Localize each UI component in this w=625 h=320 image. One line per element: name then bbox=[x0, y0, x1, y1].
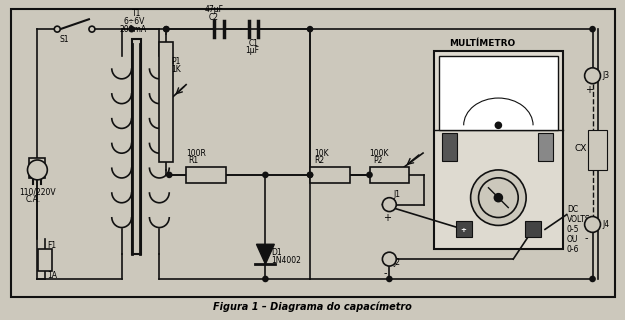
Text: 200mA: 200mA bbox=[120, 25, 147, 34]
Text: J4: J4 bbox=[602, 220, 609, 229]
Text: 110/220V: 110/220V bbox=[19, 187, 56, 196]
Bar bbox=[132, 39, 141, 254]
Text: CX: CX bbox=[575, 144, 587, 153]
Text: 10K: 10K bbox=[314, 148, 329, 157]
Text: 6÷6V: 6÷6V bbox=[124, 17, 145, 26]
Circle shape bbox=[308, 27, 312, 32]
Text: P2: P2 bbox=[374, 156, 383, 165]
Circle shape bbox=[590, 27, 595, 32]
Text: P1: P1 bbox=[171, 57, 181, 66]
Bar bbox=[29, 158, 46, 178]
Text: VOLTS: VOLTS bbox=[567, 215, 591, 224]
Circle shape bbox=[584, 68, 601, 84]
Bar bbox=[434, 51, 562, 249]
Circle shape bbox=[479, 178, 518, 218]
Text: 1N4002: 1N4002 bbox=[271, 256, 301, 265]
Circle shape bbox=[263, 172, 268, 177]
Circle shape bbox=[129, 27, 134, 32]
Circle shape bbox=[89, 26, 95, 32]
Bar bbox=[456, 221, 472, 237]
Text: R2: R2 bbox=[314, 156, 324, 165]
Text: 100R: 100R bbox=[186, 148, 206, 157]
Circle shape bbox=[382, 252, 396, 266]
Text: 1A: 1A bbox=[48, 271, 58, 281]
Text: +: + bbox=[461, 228, 467, 233]
Text: C2: C2 bbox=[209, 13, 219, 22]
Text: DC: DC bbox=[567, 205, 578, 214]
Text: +: + bbox=[383, 213, 391, 223]
Text: R1: R1 bbox=[188, 156, 198, 165]
Text: -: - bbox=[383, 268, 387, 278]
Text: 100K: 100K bbox=[369, 148, 389, 157]
Text: +: + bbox=[584, 84, 592, 95]
Text: 47μF: 47μF bbox=[205, 5, 224, 14]
Text: Figura 1 – Diagrama do capacímetro: Figura 1 – Diagrama do capacímetro bbox=[213, 301, 411, 312]
Circle shape bbox=[54, 26, 60, 32]
Text: J1: J1 bbox=[393, 190, 400, 199]
Bar bbox=[525, 221, 541, 237]
Circle shape bbox=[382, 198, 396, 212]
Text: -: - bbox=[584, 233, 588, 243]
Bar bbox=[442, 133, 457, 161]
Polygon shape bbox=[256, 244, 274, 264]
Circle shape bbox=[496, 122, 501, 128]
Bar bbox=[310, 167, 349, 183]
Circle shape bbox=[471, 170, 526, 225]
Text: OU: OU bbox=[567, 235, 578, 244]
Bar bbox=[369, 167, 409, 183]
Text: 1μF: 1μF bbox=[246, 46, 259, 55]
Bar bbox=[38, 249, 52, 271]
Text: F1: F1 bbox=[48, 241, 56, 250]
Bar bbox=[186, 167, 226, 183]
Circle shape bbox=[584, 217, 601, 232]
Text: T1: T1 bbox=[132, 9, 141, 18]
Circle shape bbox=[590, 276, 595, 281]
Circle shape bbox=[308, 172, 312, 177]
Circle shape bbox=[167, 172, 172, 177]
Bar bbox=[588, 130, 608, 170]
Bar bbox=[538, 133, 553, 161]
Circle shape bbox=[263, 276, 268, 281]
Text: C.A.: C.A. bbox=[26, 195, 41, 204]
Circle shape bbox=[494, 194, 502, 202]
Text: C1: C1 bbox=[249, 38, 259, 48]
Circle shape bbox=[28, 160, 48, 180]
Bar bbox=[439, 56, 558, 130]
Text: D1: D1 bbox=[271, 248, 282, 257]
Circle shape bbox=[164, 27, 169, 32]
Text: MULTÍMETRO: MULTÍMETRO bbox=[449, 38, 515, 48]
Text: S1: S1 bbox=[59, 35, 69, 44]
Text: 0-5: 0-5 bbox=[567, 225, 579, 234]
Circle shape bbox=[164, 27, 169, 32]
Text: J3: J3 bbox=[602, 71, 609, 80]
Bar bbox=[159, 42, 173, 162]
Text: 0-6: 0-6 bbox=[567, 245, 579, 254]
Circle shape bbox=[308, 172, 312, 177]
Circle shape bbox=[367, 172, 372, 177]
Text: J2: J2 bbox=[393, 258, 400, 267]
Circle shape bbox=[387, 276, 392, 281]
Text: 1K: 1K bbox=[171, 65, 181, 74]
